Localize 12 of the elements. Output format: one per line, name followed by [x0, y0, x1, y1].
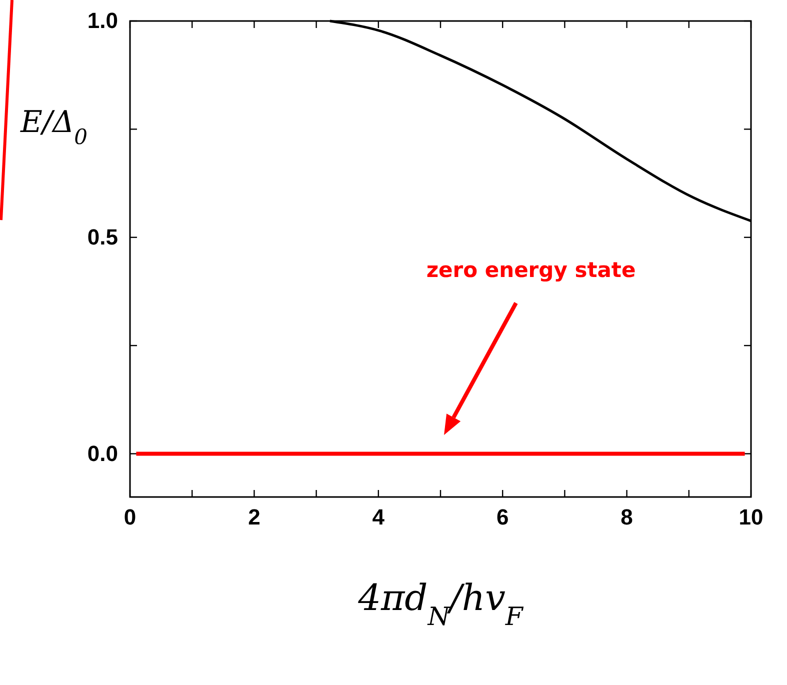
x-tick-label: 10: [738, 504, 764, 530]
x-tick-label: 8: [620, 504, 633, 530]
annotation: zero energy state: [426, 258, 636, 282]
y-tick-label: 1.0: [87, 8, 118, 34]
y-tick-label: 0.0: [87, 440, 118, 466]
x-tick-label: 0: [124, 504, 136, 530]
x-tick-label: 4: [372, 504, 386, 530]
x-axis-title: 4πd$_{N}$/hv$_{F}$: [357, 578, 524, 630]
x-tick-label: 6: [496, 504, 509, 530]
x-tick-label: 2: [248, 504, 260, 530]
y-axis-title: E/Δ$_{0}$: [19, 105, 88, 149]
y-tick-label: 0.5: [87, 224, 118, 250]
